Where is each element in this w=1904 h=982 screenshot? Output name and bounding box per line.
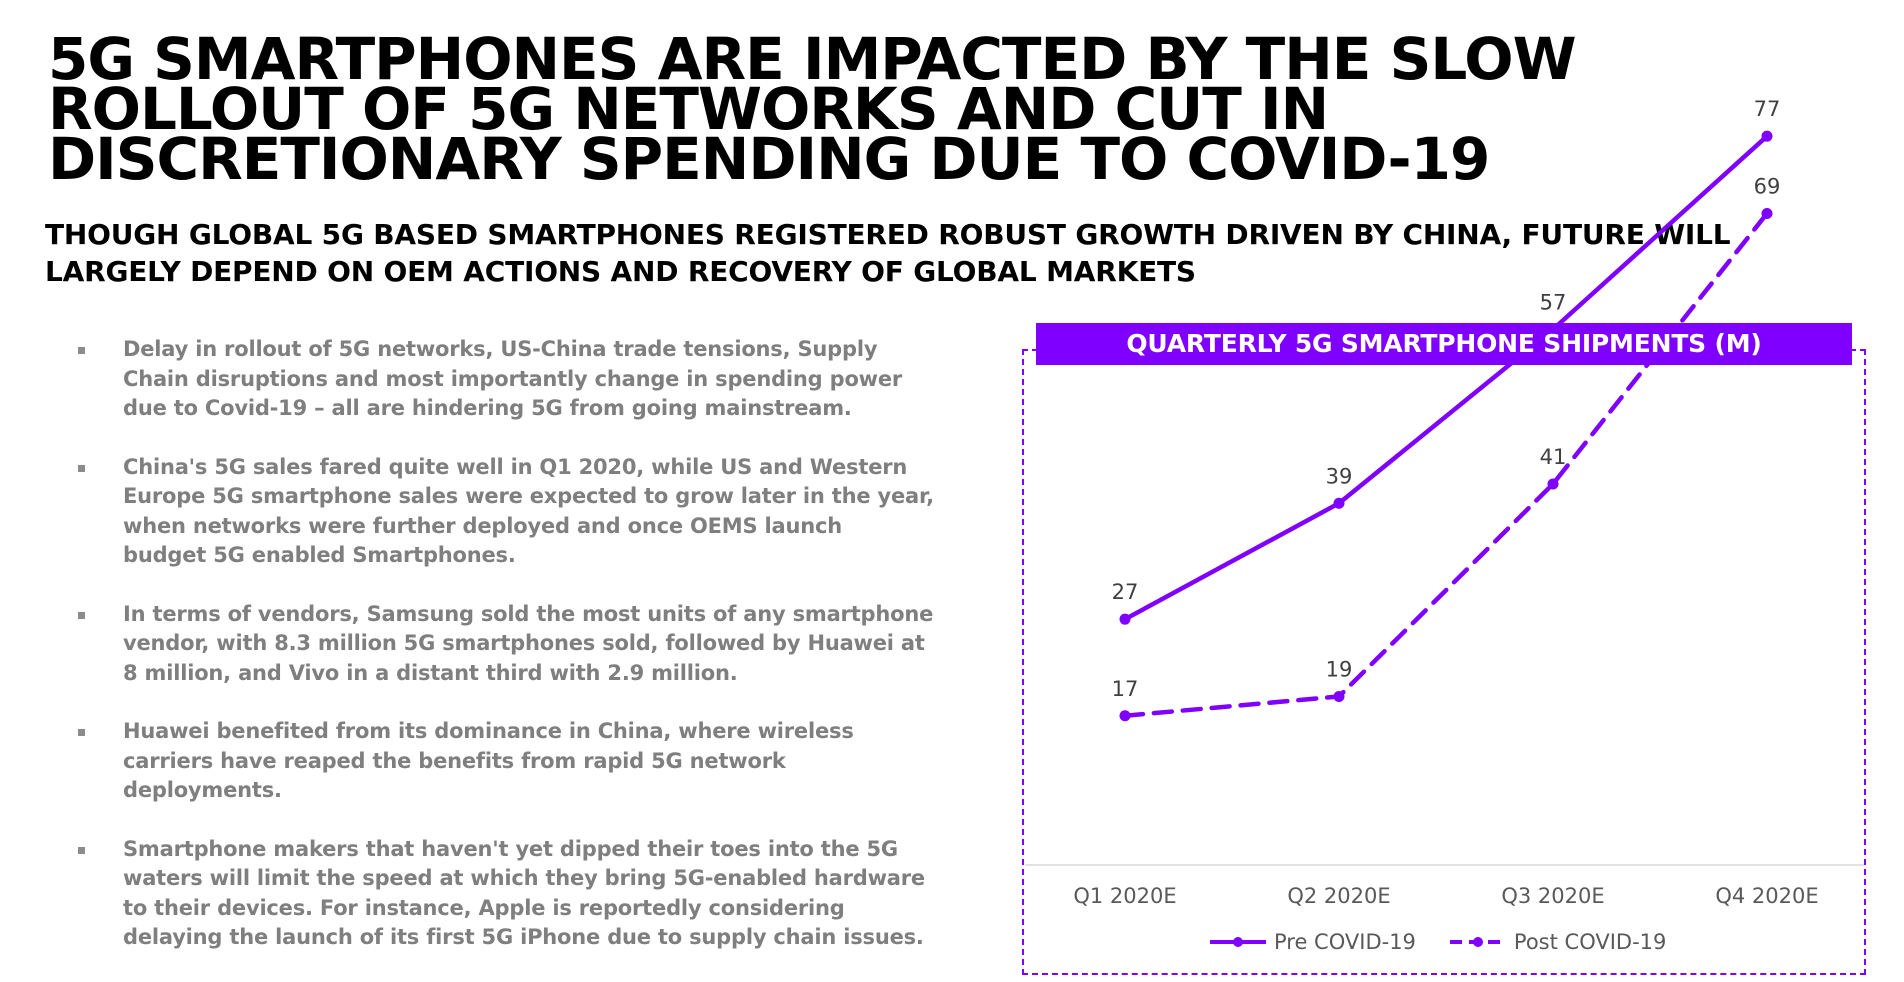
bullet-item: Huawei benefited from its dominance in C… xyxy=(78,717,978,806)
data-point xyxy=(1761,207,1773,219)
legend-dashed-line-icon xyxy=(1449,937,1506,947)
x-tick-label: Q3 2020E xyxy=(1501,884,1604,908)
bullet-square-icon xyxy=(78,611,85,619)
data-label: 27 xyxy=(1112,580,1139,604)
legend-item-post-covid: Post COVID-19 xyxy=(1448,930,1666,954)
page-title: 5G SMARTPHONES ARE IMPACTED BY THE SLOW … xyxy=(48,25,1577,193)
data-label: 41 xyxy=(1540,445,1567,469)
chart-legend: Pre COVID-19 Post COVID-19 xyxy=(1208,927,1698,957)
bullet-text: Smartphone makers that haven't yet dippe… xyxy=(123,836,925,950)
bullet-square-icon xyxy=(78,846,85,854)
data-point xyxy=(1333,497,1345,509)
legend-label: Pre COVID-19 xyxy=(1274,930,1416,954)
data-label: 77 xyxy=(1754,97,1781,121)
data-point xyxy=(1761,130,1773,142)
x-tick-label: Q4 2020E xyxy=(1715,884,1818,908)
data-point xyxy=(1119,710,1131,722)
x-tick-label: Q1 2020E xyxy=(1073,884,1176,908)
bullet-item: China's 5G sales fared quite well in Q1 … xyxy=(78,453,978,571)
data-point xyxy=(1547,478,1559,490)
bullet-item: Smartphone makers that haven't yet dippe… xyxy=(78,835,978,953)
page-subtitle: THOUGH GLOBAL 5G BASED SMARTPHONES REGIS… xyxy=(45,218,1731,288)
bullet-item: In terms of vendors, Samsung sold the mo… xyxy=(78,600,978,689)
bullet-list: Delay in rollout of 5G networks, US-Chin… xyxy=(78,335,978,982)
series-line-pre-covid xyxy=(1122,133,1770,622)
bullet-square-icon xyxy=(78,464,85,472)
bullet-text: China's 5G sales fared quite well in Q1 … xyxy=(123,454,934,568)
data-label: 69 xyxy=(1754,174,1781,198)
data-label: 39 xyxy=(1326,464,1353,488)
legend-label: Post COVID-19 xyxy=(1513,930,1667,954)
bullet-text: In terms of vendors, Samsung sold the mo… xyxy=(123,601,934,685)
bullet-text: Delay in rollout of 5G networks, US-Chin… xyxy=(123,337,903,420)
bullet-item: Delay in rollout of 5G networks, US-Chin… xyxy=(78,335,978,424)
data-point xyxy=(1333,690,1345,702)
data-label: 57 xyxy=(1540,290,1567,314)
data-point xyxy=(1119,613,1131,625)
bullet-square-icon xyxy=(78,729,85,736)
legend-solid-line-icon xyxy=(1210,937,1266,947)
legend-item-pre-covid: Pre COVID-19 xyxy=(1208,930,1416,954)
data-label: 19 xyxy=(1326,657,1353,681)
series-line-post-covid xyxy=(1122,211,1770,719)
x-tick-label: Q2 2020E xyxy=(1287,884,1390,908)
data-label: 17 xyxy=(1112,677,1139,701)
chart-title: QUARTERLY 5G SMARTPHONE SHIPMENTS (M) xyxy=(1036,323,1852,365)
bullet-square-icon xyxy=(78,347,85,354)
bullet-text: Huawei benefited from its dominance in C… xyxy=(123,719,854,802)
